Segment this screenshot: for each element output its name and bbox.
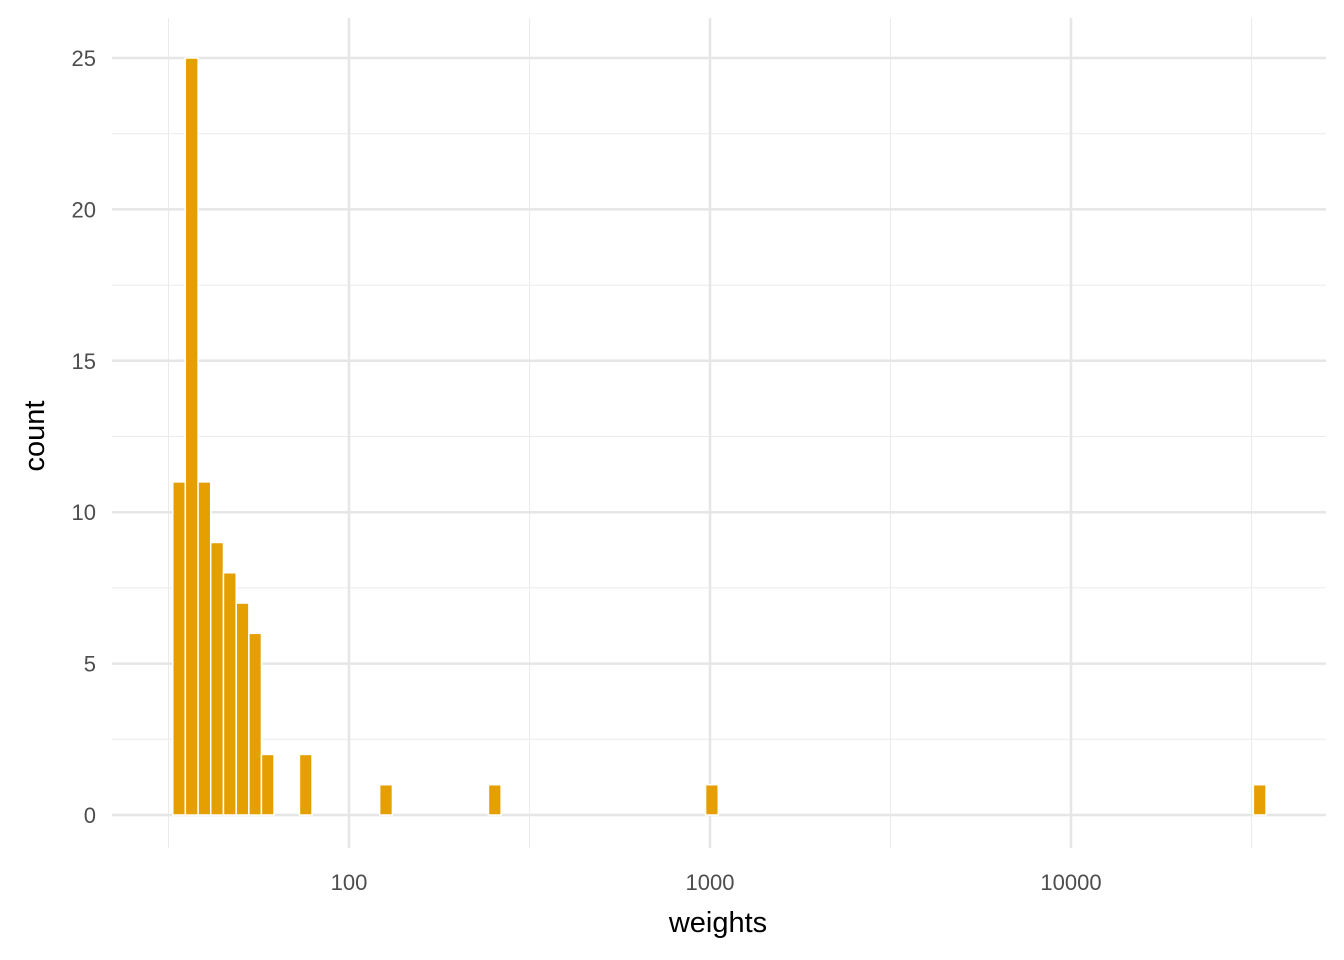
histogram-bar [248,632,263,816]
y-axis-ticks: 0 5 10 15 20 25 [72,46,96,828]
y-tick-label: 5 [84,652,96,677]
x-tick-label: 1000 [686,870,735,895]
y-tick-label: 25 [72,46,96,71]
histogram-bar [298,753,313,816]
x-axis-ticks: 100 1000 10000 [331,870,1102,895]
histogram-bar [487,783,502,816]
grid-lines [112,18,1326,848]
histogram-bar [1252,783,1267,816]
histogram-bar [184,57,199,816]
histogram-bar [222,572,237,816]
x-tick-label: 100 [331,870,368,895]
y-tick-label: 15 [72,349,96,374]
histogram-bar [260,753,275,816]
y-tick-label: 10 [72,500,96,525]
histogram-bar [172,481,187,816]
histogram-bars [172,57,1267,816]
y-tick-label: 0 [84,803,96,828]
histogram-bar [197,481,212,816]
x-tick-label: 10000 [1040,870,1101,895]
y-tick-label: 20 [72,197,96,222]
histogram-bar [378,783,394,816]
x-axis-title: weights [668,907,767,939]
histogram-bar [209,541,225,816]
histogram-bar [704,783,719,816]
histogram-bar [235,602,250,816]
y-axis-title: count [19,401,51,472]
